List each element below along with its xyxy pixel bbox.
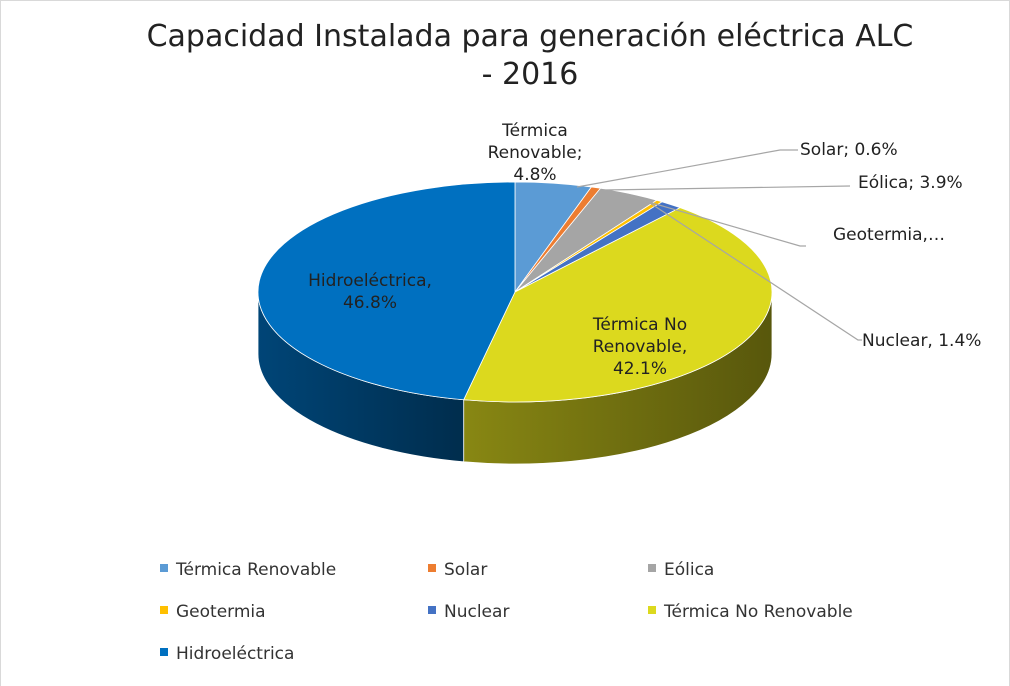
legend-swatch [648, 606, 656, 614]
legend-item: Térmica No Renovable [648, 602, 853, 622]
legend-swatch [648, 564, 656, 572]
data-label: Solar; 0.6% [800, 140, 898, 160]
leader-line [649, 202, 862, 341]
legend-swatch [160, 606, 168, 614]
data-label: Térmica Renovable; 4.8% [487, 121, 583, 185]
chart-title: Capacidad Instalada para generación eléc… [146, 19, 914, 92]
legend-label: Solar [444, 560, 488, 580]
legend-label: Hidroeléctrica [176, 644, 295, 664]
data-label: Térmica No Renovable, 42.1% [592, 315, 688, 379]
pie-slice [257, 181, 516, 401]
legend-label: Térmica Renovable [176, 560, 337, 580]
legend-item: Hidroeléctrica [160, 644, 294, 664]
data-label: Geotermia,… [833, 225, 945, 245]
leader-line [576, 149, 798, 188]
data-label: Nuclear, 1.4% [862, 331, 982, 351]
legend-label: Eólica [664, 560, 715, 580]
legend-swatch [160, 648, 168, 656]
legend-label: Térmica No Renovable [664, 602, 853, 622]
legend-label: Geotermia [176, 602, 266, 622]
leader-line [627, 195, 806, 247]
legend-label: Nuclear [444, 602, 510, 622]
legend-swatch [428, 606, 436, 614]
data-label: Eólica; 3.9% [858, 173, 963, 193]
legend-item: Térmica Renovable [160, 560, 336, 580]
leader-line [602, 185, 851, 191]
legend-swatch [428, 564, 436, 572]
pie-slice [463, 207, 773, 403]
legend-item: Eólica [648, 560, 714, 580]
legend-swatch [160, 564, 168, 572]
legend-item: Solar [428, 560, 487, 580]
data-label: Hidroeléctrica, 46.8% [308, 271, 432, 313]
legend-item: Nuclear [428, 602, 509, 622]
legend-item: Geotermia [160, 602, 266, 622]
